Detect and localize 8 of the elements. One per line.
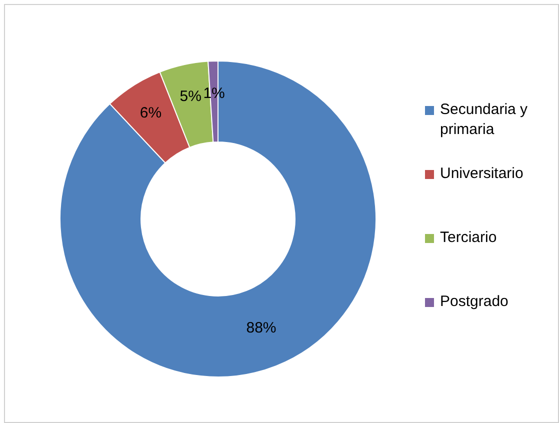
legend-label: Secundaria y primaria xyxy=(440,100,529,140)
data-label: 88% xyxy=(246,320,276,337)
data-label: 6% xyxy=(140,104,162,122)
legend-label: Universitario xyxy=(440,164,524,184)
legend-label: Postgrado xyxy=(440,292,508,312)
donut-slice xyxy=(60,60,376,378)
data-label: 5% xyxy=(180,88,202,106)
legend-label: Terciario xyxy=(440,228,497,248)
